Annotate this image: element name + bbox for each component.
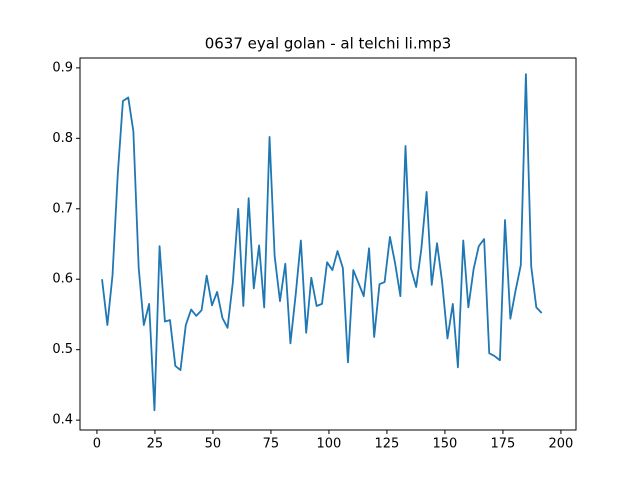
x-tick-label: 0 (93, 437, 101, 452)
chart-title: 0637 eyal golan - al telchi li.mp3 (205, 35, 452, 53)
x-tick-label: 125 (375, 437, 400, 452)
x-tick-label: 100 (317, 437, 342, 452)
y-tick-label: 0.4 (52, 413, 73, 428)
y-tick-label: 0.7 (52, 201, 73, 216)
y-tick-label: 0.5 (52, 342, 73, 357)
data-line (101, 73, 543, 412)
x-tick-label: 175 (491, 437, 516, 452)
y-tick-label: 0.9 (52, 60, 73, 75)
plot-frame (79, 57, 577, 431)
x-tick-label: 150 (433, 437, 458, 452)
x-tick-label: 25 (147, 437, 164, 452)
y-tick-label: 0.6 (52, 272, 73, 287)
x-tick-label: 200 (549, 437, 574, 452)
x-tick-label: 75 (263, 437, 280, 452)
x-tick-label: 50 (205, 437, 222, 452)
y-tick-label: 0.8 (52, 131, 73, 146)
